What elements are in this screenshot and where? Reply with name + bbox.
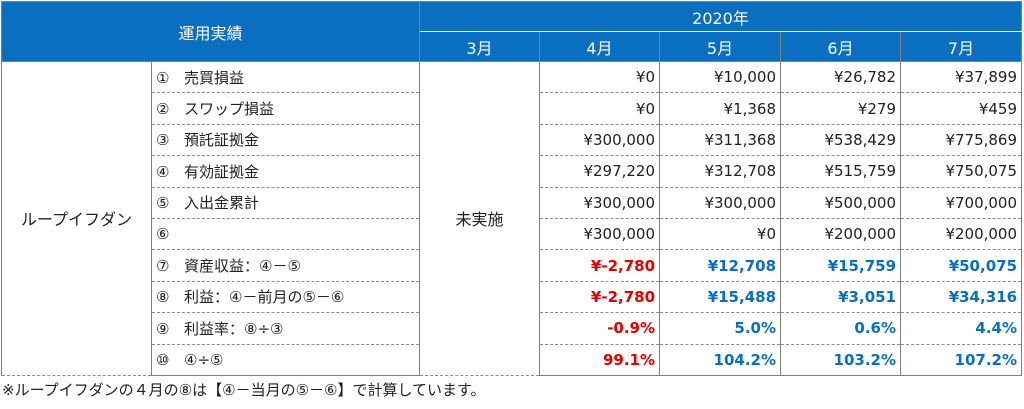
row-label-text: 売買損益	[184, 68, 245, 87]
value-cell: ¥0	[539, 60, 661, 94]
row-label: ⑦ 資産収益：④－⑤	[150, 249, 421, 282]
row-number: ⑨	[156, 319, 170, 338]
row-label-text: 入出金累計	[184, 194, 260, 213]
row-number: ①	[156, 68, 170, 87]
table-row: ⑤ 入出金累計 ¥300,000 ¥300,000 ¥500,000 ¥700,000	[2, 186, 1023, 219]
row-number: ⑩	[156, 350, 170, 369]
row-label-text: ④÷⑤	[184, 350, 224, 369]
value-cell: ¥297,220	[539, 155, 661, 188]
table-row: ② スワップ損益 ¥0 ¥1,368 ¥279 ¥459	[2, 92, 1023, 125]
performance-table: 運用実績 2020年 3月 4月 5月 6月 7月 ループイフダン ① 売買損益 未実…	[0, 1, 1023, 376]
value-cell: 0.6%	[780, 312, 902, 345]
year-header: 2020年	[419, 1, 1023, 32]
value-cell: ¥300,000	[659, 186, 782, 219]
category-header: 運用実績	[0, 1, 421, 62]
value-cell: ¥300,000	[539, 217, 661, 251]
value-cell: ¥515,759	[780, 155, 902, 188]
row-number: ③	[156, 131, 170, 150]
row-label: ② スワップ損益	[150, 92, 421, 125]
row-label: ③ 預託証拠金	[150, 123, 421, 157]
footnote: ※ループイフダンの４月の⑧は【④－当月の⑤－⑥】で計算しています。	[2, 381, 486, 399]
row-number: ⑤	[156, 194, 170, 213]
value-cell: 4.4%	[900, 312, 1023, 345]
row-number: ⑥	[156, 225, 170, 244]
value-cell: ¥34,316	[900, 280, 1023, 314]
value-cell: ¥-2,780	[539, 280, 661, 314]
value-cell: ¥0	[659, 217, 782, 251]
table-row: ⑩ ④÷⑤ 99.1% 104.2% 103.2% 107.2%	[2, 343, 1023, 376]
value-cell: ¥775,869	[900, 123, 1023, 157]
value-cell: ¥26,782	[780, 60, 902, 94]
value-cell: ¥300,000	[539, 186, 661, 219]
value-cell: ¥37,899	[900, 60, 1023, 94]
table-row: ④ 有効証拠金 ¥297,220 ¥312,708 ¥515,759 ¥750,075	[2, 155, 1023, 188]
month-header: 4月	[539, 31, 661, 62]
row-label: ① 売買損益	[150, 60, 421, 94]
month-header: 5月	[659, 31, 782, 62]
row-number: ⑧	[156, 288, 170, 307]
row-label: ⑥	[150, 217, 421, 251]
row-label-text: 利益：④－前月の⑤－⑥	[184, 288, 345, 307]
strategy-name: ループイフダン	[1, 61, 152, 376]
value-cell: ¥50,075	[900, 249, 1023, 282]
row-label: ⑨ 利益率：⑧÷③	[150, 312, 421, 345]
table-row: ⑨ 利益率：⑧÷③ -0.9% 5.0% 0.6% 4.4%	[2, 312, 1023, 345]
row-label-text: スワップ損益	[184, 100, 275, 119]
table-row: ③ 預託証拠金 ¥300,000 ¥311,368 ¥538,429 ¥775,869	[2, 123, 1023, 157]
value-cell: 5.0%	[659, 312, 782, 345]
value-cell: ¥459	[900, 92, 1023, 125]
value-cell: ¥200,000	[780, 217, 902, 251]
value-cell: ¥3,051	[780, 280, 902, 314]
table-row: ⑦ 資産収益：④－⑤ ¥-2,780 ¥12,708 ¥15,759 ¥50,075	[2, 249, 1023, 282]
row-number: ⑦	[156, 257, 170, 276]
row-label-text: 有効証拠金	[184, 162, 260, 181]
value-cell: ¥-2,780	[539, 249, 661, 282]
value-cell: 103.2%	[780, 343, 902, 376]
value-cell: ¥500,000	[780, 186, 902, 219]
table-row: ⑥ ¥300,000 ¥0 ¥200,000 ¥200,000	[2, 217, 1023, 251]
value-cell: ¥312,708	[659, 155, 782, 188]
row-label-text: 預託証拠金	[184, 131, 260, 150]
value-cell: ¥311,368	[659, 123, 782, 157]
value-cell: ¥0	[539, 92, 661, 125]
value-cell: ¥279	[780, 92, 902, 125]
value-cell: ¥700,000	[900, 186, 1023, 219]
month-header: 7月	[900, 31, 1023, 62]
value-cell: ¥750,075	[900, 155, 1023, 188]
row-label: ⑤ 入出金累計	[150, 186, 421, 219]
row-label: ⑩ ④÷⑤	[150, 343, 421, 376]
value-cell: ¥538,429	[780, 123, 902, 157]
value-cell: 107.2%	[900, 343, 1023, 376]
value-cell: ¥15,759	[780, 249, 902, 282]
month-header: 3月	[419, 31, 541, 62]
row-label: ⑧ 利益：④－前月の⑤－⑥	[150, 280, 421, 314]
value-cell: ¥12,708	[659, 249, 782, 282]
value-cell: ¥300,000	[539, 123, 661, 157]
row-label-text: 資産収益：④－⑤	[184, 257, 301, 276]
value-cell: ¥200,000	[900, 217, 1023, 251]
value-cell: -0.9%	[539, 312, 661, 345]
month-header: 6月	[780, 31, 902, 62]
value-cell: ¥1,368	[659, 92, 782, 125]
table-row: ループイフダン ① 売買損益 未実施 ¥0 ¥10,000 ¥26,782 ¥37,899	[1, 60, 1023, 376]
value-cell: ¥10,000	[659, 60, 782, 94]
value-cell: 104.2%	[659, 343, 782, 376]
row-label-text: 利益率：⑧÷③	[184, 319, 284, 338]
value-cell: 99.1%	[539, 343, 661, 376]
row-label: ④ 有効証拠金	[150, 155, 421, 188]
march-status: 未実施	[419, 61, 541, 376]
row-number: ④	[156, 162, 170, 181]
value-cell: ¥15,488	[659, 280, 782, 314]
row-number: ②	[156, 100, 170, 119]
